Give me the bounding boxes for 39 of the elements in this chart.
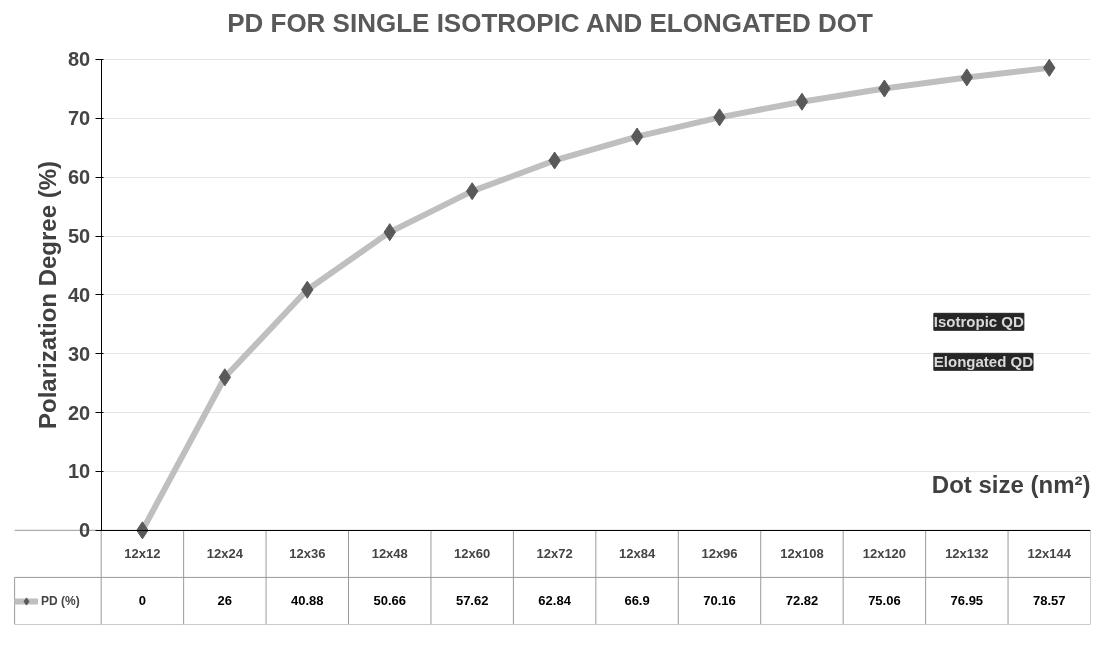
legend-label: PD (%)	[41, 594, 80, 608]
y-tick-label: 50	[67, 225, 91, 248]
data-label: 40.88	[291, 593, 324, 609]
annotation: Isotropic QD	[933, 313, 1025, 331]
annotation: Elongated QD	[933, 353, 1034, 371]
x-tick-label: 12x12	[124, 546, 161, 562]
data-label: 78.57	[1033, 593, 1066, 609]
y-tick-label: 80	[67, 48, 91, 71]
data-label: 26	[217, 593, 233, 609]
y-tick-label: 0	[79, 519, 91, 542]
x-tick-label: 12x60	[454, 546, 491, 562]
data-label: 70.16	[703, 593, 736, 609]
y-tick-label: 20	[67, 401, 91, 424]
data-label: 66.9	[624, 593, 650, 609]
x-tick-label: 12x132	[945, 546, 989, 562]
y-tick-label: 60	[67, 166, 91, 189]
x-tick-label: 12x72	[536, 546, 573, 562]
data-label: 50.66	[373, 593, 407, 609]
data-label: 72.82	[785, 593, 819, 609]
data-label: 0	[138, 593, 147, 609]
x-tick-label: 12x144	[1027, 546, 1072, 562]
y-tick-label: 10	[67, 460, 91, 483]
x-tick-label: 12x120	[862, 546, 907, 562]
y-tick-label: 40	[67, 283, 91, 306]
x-tick-label: 12x108	[780, 546, 824, 562]
x-tick-label: 12x96	[701, 546, 738, 562]
data-label: 76.95	[950, 593, 984, 609]
x-tick-label: 12x84	[618, 546, 656, 562]
data-label: 75.06	[868, 593, 901, 609]
x-tick-label: 12x36	[289, 546, 326, 562]
chart-title: PD FOR SINGLE ISOTROPIC AND ELONGATED DOT	[227, 7, 873, 38]
data-label: 57.62	[455, 593, 489, 609]
data-label: 62.84	[538, 593, 572, 609]
x-tick-label: 12x48	[371, 546, 408, 562]
x-tick-label: 12x24	[206, 546, 244, 562]
x-axis-title: Dot size (nm²)	[931, 471, 1091, 499]
y-tick-label: 30	[67, 342, 91, 365]
y-tick-label: 70	[67, 107, 91, 130]
y-axis-title: Polarization Degree (%)	[34, 160, 62, 430]
